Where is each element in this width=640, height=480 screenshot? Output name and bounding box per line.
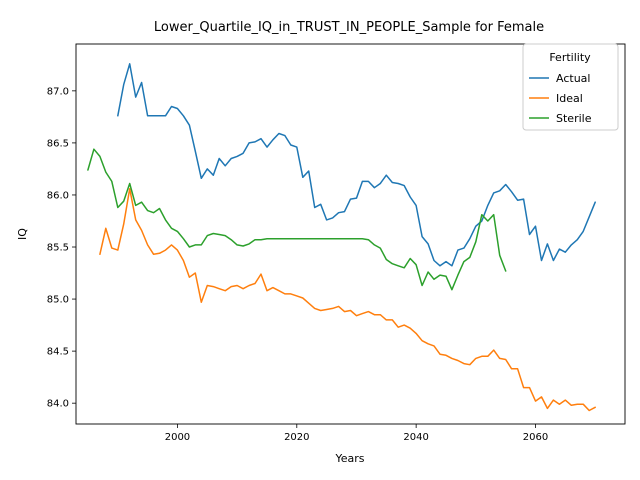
y-tick-label: 85.0	[47, 295, 69, 306]
legend-label-sterile: Sterile	[556, 112, 592, 125]
x-axis-ticks: 2000 2020 2040 2060	[165, 424, 548, 443]
series-line-ideal	[99, 187, 596, 412]
chart-title: Lower_Quartile_IQ_in_TRUST_IN_PEOPLE_Sam…	[154, 20, 544, 35]
x-tick-label: 2020	[284, 432, 309, 443]
y-tick-label: 87.0	[47, 86, 69, 97]
x-axis-label: Years	[334, 452, 364, 465]
legend: Fertility Actual Ideal Sterile	[522, 43, 619, 131]
series-line-actual	[117, 63, 596, 267]
x-tick-label: 2000	[165, 432, 190, 443]
plot-frame	[75, 43, 626, 425]
series-line-sterile	[87, 148, 507, 291]
legend-label-actual: Actual	[556, 72, 590, 85]
y-axis-label: IQ	[16, 228, 29, 240]
legend-items: Actual Ideal Sterile	[529, 72, 592, 125]
legend-label-ideal: Ideal	[556, 92, 583, 105]
y-tick-label: 84.0	[47, 399, 69, 410]
series-lines	[87, 63, 596, 412]
y-tick-label: 86.0	[47, 190, 69, 201]
legend-title: Fertility	[549, 51, 591, 64]
x-tick-label: 2040	[403, 432, 428, 443]
x-tick-label: 2060	[523, 432, 548, 443]
y-tick-label: 85.5	[47, 243, 69, 254]
y-axis-ticks: 84.0 84.5 85.0 85.5 86.0 86.5 87.0	[47, 86, 76, 410]
y-tick-label: 86.5	[47, 138, 69, 149]
legend-box	[522, 43, 619, 131]
y-tick-label: 84.5	[47, 347, 69, 358]
